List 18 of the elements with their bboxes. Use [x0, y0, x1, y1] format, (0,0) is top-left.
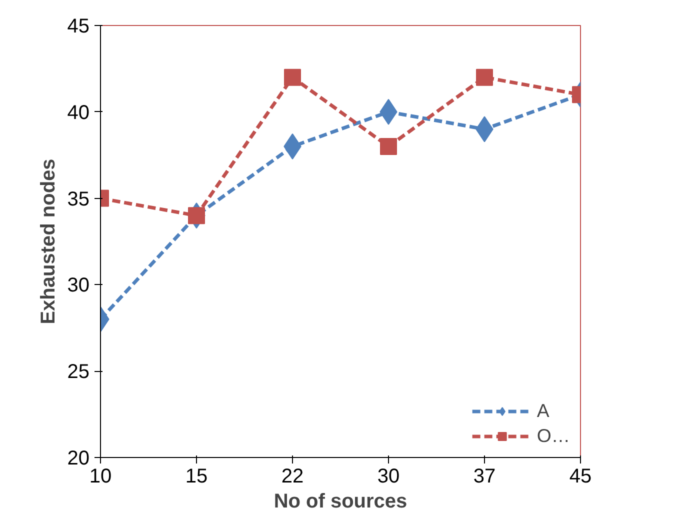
point: [284, 68, 301, 86]
x-tick-label: 10: [89, 466, 112, 488]
x-tick-label: 37: [473, 466, 496, 488]
x-tick-label: 15: [185, 466, 208, 488]
legend-label: O…: [536, 425, 570, 447]
y-tick-label: 40: [67, 102, 90, 124]
legend-label: A: [536, 400, 550, 422]
y-tick-label: 25: [67, 361, 90, 384]
y-tick-label: 45: [67, 16, 90, 38]
point: [380, 138, 397, 155]
x-tick-label: 45: [569, 466, 592, 488]
x-axis-title: No of sources: [274, 490, 408, 512]
x-tick-label: 22: [281, 466, 304, 488]
y-tick-label: 35: [67, 188, 90, 210]
y-tick-label: 30: [67, 274, 90, 297]
x-tick-label: 30: [377, 466, 400, 488]
y-axis-title: Exhausted nodes: [37, 158, 60, 324]
y-tick-label: 20: [67, 448, 90, 470]
